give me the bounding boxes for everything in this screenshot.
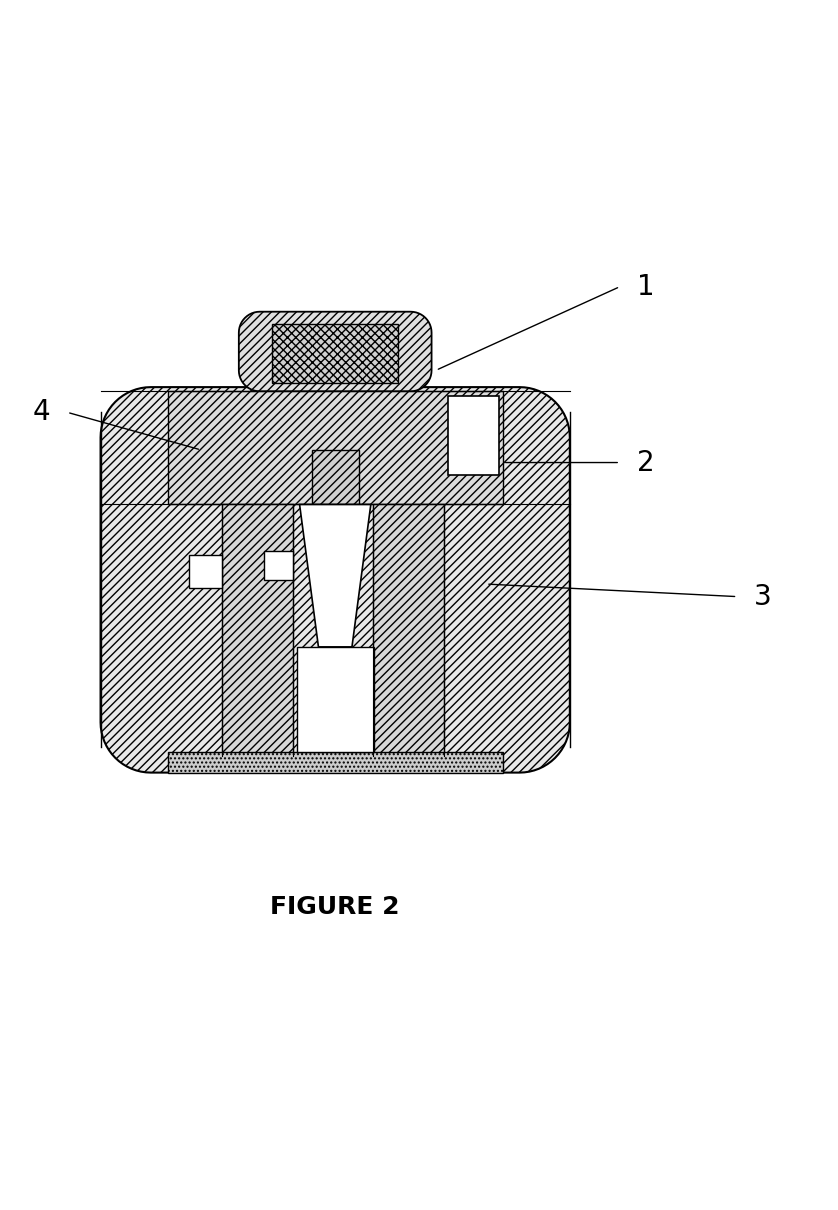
Text: A—A: A—A bbox=[315, 693, 355, 710]
Polygon shape bbox=[168, 391, 503, 505]
Polygon shape bbox=[448, 396, 499, 476]
Polygon shape bbox=[189, 554, 222, 588]
Polygon shape bbox=[239, 312, 432, 391]
Text: 1: 1 bbox=[637, 272, 654, 300]
Polygon shape bbox=[373, 505, 444, 756]
Polygon shape bbox=[101, 387, 570, 773]
Text: 3: 3 bbox=[754, 583, 772, 611]
Polygon shape bbox=[222, 505, 293, 756]
Text: 4: 4 bbox=[33, 398, 50, 426]
Polygon shape bbox=[168, 751, 503, 773]
Polygon shape bbox=[264, 551, 293, 580]
Polygon shape bbox=[297, 647, 374, 751]
Polygon shape bbox=[312, 450, 359, 505]
Polygon shape bbox=[300, 505, 370, 647]
Polygon shape bbox=[272, 324, 398, 382]
Text: FIGURE 2: FIGURE 2 bbox=[271, 894, 400, 918]
Text: 2: 2 bbox=[637, 449, 654, 477]
